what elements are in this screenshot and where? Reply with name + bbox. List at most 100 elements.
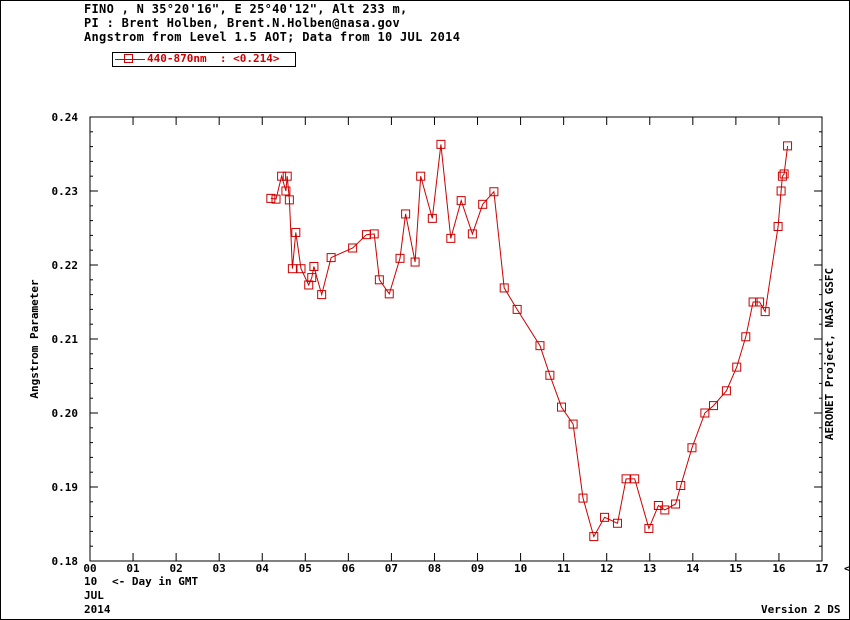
data-point [304,280,314,290]
plot-area [89,116,823,562]
data-point [776,186,786,196]
data-point [748,297,758,307]
data-point [535,341,545,351]
legend-label: 440-870nm : <0.214> [147,52,280,65]
data-point [410,257,420,267]
x-tick-label: 09 [471,562,484,575]
version-label: Version 2 DS [761,603,841,616]
data-point [630,474,640,484]
data-point [348,243,358,253]
data-point [589,532,599,542]
data-point [512,304,522,314]
data-point [284,195,294,205]
data-point [467,229,477,239]
data-point [671,499,681,509]
data-point [489,187,499,197]
data-point [427,213,437,223]
data-point [732,362,742,372]
data-point [556,402,566,412]
data-point [287,264,297,274]
x-tick-label: 10 [514,562,527,575]
data-point [277,171,287,181]
data-point [644,523,654,533]
legend: 440-870nm : <0.214> [112,52,296,67]
data-point [760,307,770,317]
data-point [755,297,765,307]
data-point [296,264,306,274]
data-point [384,289,394,299]
data-point [600,512,610,522]
data-point [578,493,588,503]
data-point [700,408,710,418]
pi-info: PI : Brent Holben, Brent.N.Holben@nasa.g… [84,16,401,30]
day-value: 10 [84,575,98,588]
data-point [281,186,291,196]
legend-line-swatch [115,59,145,60]
data-point [568,419,578,429]
data-point [779,169,789,179]
data-point [478,199,488,209]
data-point [687,443,697,453]
data-point [271,194,281,204]
data-point [317,290,327,300]
x-tick-label: 17 [815,562,828,575]
x-tick-label: 12 [600,562,613,575]
data-point [621,474,631,484]
data-point [741,332,751,342]
x-tick-label: 16 [772,562,786,575]
x-tick-label: 02 [169,562,182,575]
y-tick-label: 0.20 [52,407,79,420]
x-tick-label: 04 [256,562,270,575]
x-axis-title: <- Hour in GMT [844,562,850,575]
data-point [446,233,456,243]
y-tick-label: 0.18 [52,555,79,568]
data-point [436,139,446,149]
legend-square-marker-icon [124,54,133,63]
y-tick-label: 0.23 [52,185,79,198]
data-point [773,222,783,232]
data-point [307,273,317,283]
day-axis-label: <- Day in GMT [112,575,199,588]
data-point [783,141,793,151]
data-point [456,196,466,206]
data-description: Angstrom from Level 1.5 AOT; Data from 1… [84,30,461,44]
y-tick-label: 0.22 [52,259,79,272]
y-tick-label: 0.24 [52,111,79,124]
x-tick-label: 03 [213,562,226,575]
data-point [374,275,384,285]
x-tick-label: 06 [342,562,356,575]
data-point [777,171,787,181]
data-point [499,283,509,293]
side-credit: AERONET Project, NASA GSFC [823,268,836,440]
data-point [369,229,379,239]
y-tick-label: 0.21 [52,333,79,346]
data-point [266,193,276,203]
y-axis-title: Angstrom Parameter [28,279,41,399]
x-tick-label: 07 [385,562,398,575]
data-point [401,209,411,219]
x-tick-label: 14 [686,562,700,575]
data-point [660,505,670,515]
data-point [326,253,336,263]
month-label: JUL [84,589,104,602]
data-point [416,171,426,181]
y-tick-label: 0.19 [52,481,79,494]
x-tick-label: 15 [729,562,742,575]
year-label: 2014 [84,603,111,616]
data-point [708,401,718,411]
x-tick-label: 08 [428,562,441,575]
x-tick-label: 05 [299,562,312,575]
data-point [676,481,686,491]
x-tick-label: 11 [557,562,571,575]
site-title: FINO , N 35°20'16", E 25°40'12", Alt 233… [84,2,408,16]
x-tick-label: 01 [126,562,140,575]
x-tick-label: 00 [83,562,96,575]
x-tick-label: 13 [643,562,656,575]
data-point [291,227,301,237]
data-point [395,253,405,263]
data-point [282,171,292,181]
data-point [721,386,731,396]
data-point [612,518,622,528]
